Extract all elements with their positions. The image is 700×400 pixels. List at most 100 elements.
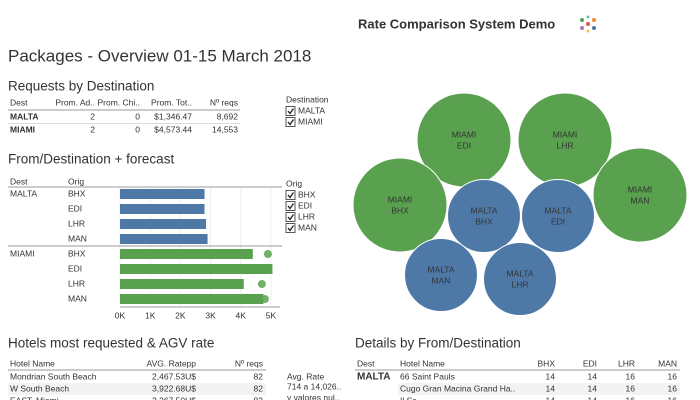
table-cell: 2,467.53U$ xyxy=(152,371,196,381)
table-cell: Mondrian South Beach xyxy=(10,371,97,381)
bubble-label: MIAMI xyxy=(553,129,578,139)
x-tick-label: 1K xyxy=(145,310,156,320)
table-cell: 2 xyxy=(90,111,95,121)
checkbox[interactable] xyxy=(285,212,296,222)
table-header: MAN xyxy=(658,358,677,368)
bar xyxy=(120,279,244,289)
bubble xyxy=(404,238,478,312)
category-label: BHX xyxy=(68,188,86,198)
table-header: Hotel Name xyxy=(400,358,445,368)
bubble xyxy=(447,179,521,253)
category-label: LHR xyxy=(68,218,85,228)
bubble-label: MIAMI xyxy=(452,129,477,139)
filter-option[interactable]: LHR xyxy=(298,211,315,221)
table-header: Dest xyxy=(10,97,28,107)
row-stripe xyxy=(398,383,680,395)
bubble-label: BHX xyxy=(475,216,493,226)
category-label: BHX xyxy=(68,248,86,258)
filter-title: Orig xyxy=(286,178,302,188)
bar xyxy=(120,249,253,259)
table-cell: 16 xyxy=(626,371,636,381)
table-cell: 2,267.50U$ xyxy=(152,395,196,400)
table-cell: MALTA xyxy=(10,111,38,121)
section-title: From/Destination + forecast xyxy=(8,152,174,167)
bubble xyxy=(592,147,688,243)
table-cell: $4,573.44 xyxy=(154,124,192,134)
bubble-label: MALTA xyxy=(544,205,571,215)
checkmark xyxy=(287,203,295,210)
column-header: Dest xyxy=(10,176,28,186)
category-label: EDI xyxy=(68,203,82,213)
table-cell: 16 xyxy=(626,383,636,393)
checkmark xyxy=(287,192,295,199)
legend-text: y valores nul.. xyxy=(287,392,339,400)
table-cell: 66 Saint Pauls xyxy=(400,371,455,381)
row-stripe xyxy=(8,383,266,395)
table-cell: 2 xyxy=(90,124,95,134)
bubble-label: EDI xyxy=(551,216,565,226)
section-title: Requests by Destination xyxy=(8,79,154,94)
category-label: MAN xyxy=(68,293,87,303)
bubble-label: MALTA xyxy=(427,264,454,274)
checkbox[interactable] xyxy=(285,117,296,127)
forecast-dot xyxy=(260,295,269,303)
x-tick-label: 5K xyxy=(266,310,277,320)
x-tick-label: 3K xyxy=(205,310,216,320)
bubble-label: MALTA xyxy=(470,205,497,215)
filter-option[interactable]: BHX xyxy=(298,189,316,199)
legend-title: Avg. Rate xyxy=(287,371,324,381)
table-cell: 14 xyxy=(546,371,556,381)
checkmark xyxy=(287,108,295,115)
table-cell: W South Beach xyxy=(10,383,69,393)
column-header: Orig xyxy=(68,176,84,186)
checkbox[interactable] xyxy=(285,106,296,116)
filter-option[interactable]: MALTA xyxy=(298,105,325,115)
checkmark xyxy=(287,225,295,232)
table-cell: 0 xyxy=(135,124,140,134)
table-header: Prom. Ad.. xyxy=(55,97,95,107)
bubble-label: LHR xyxy=(556,140,573,150)
table-cell: 16 xyxy=(668,371,678,381)
group-label: MIAMI xyxy=(10,248,35,258)
bar xyxy=(120,189,205,199)
bar xyxy=(120,264,273,274)
bar xyxy=(120,219,207,229)
table-cell: 14 xyxy=(588,395,598,400)
x-tick-label: 2K xyxy=(175,310,186,320)
bubble-label: EDI xyxy=(457,140,471,150)
table-header: AVG. Ratepp xyxy=(147,358,197,368)
section-title: Hotels most requested & AGV rate xyxy=(8,336,214,351)
legend-text: 714 a 14,026.. xyxy=(287,381,341,391)
checkbox[interactable] xyxy=(285,201,296,211)
bubble-label: MIAMI xyxy=(628,184,653,194)
category-label: MAN xyxy=(68,233,87,243)
filter-option[interactable]: EDI xyxy=(298,200,312,210)
row-group-label: MALTA xyxy=(357,372,391,383)
app-title: Rate Comparison System Demo xyxy=(358,16,555,31)
filter-option[interactable]: MAN xyxy=(298,222,317,232)
table-cell: $1,346.47 xyxy=(154,111,192,121)
forecast-dot xyxy=(257,280,266,288)
bar xyxy=(120,294,264,304)
forecast-dot xyxy=(263,250,272,258)
checkbox[interactable] xyxy=(285,190,296,200)
filter-option[interactable]: MIAMI xyxy=(298,116,323,126)
bubble-label: MAN xyxy=(631,195,650,205)
bar xyxy=(120,204,205,214)
x-tick-label: 0K xyxy=(115,310,126,320)
table-header: Prom. Tot.. xyxy=(151,97,192,107)
table-cell: Il Sa.. xyxy=(400,395,422,400)
table-header: LHR xyxy=(618,358,635,368)
table-cell: 82 xyxy=(254,383,264,393)
checkmark xyxy=(287,214,295,221)
category-label: LHR xyxy=(68,278,85,288)
section-title: Details by From/Destination xyxy=(355,336,521,351)
bubble-label: MAN xyxy=(432,275,451,285)
checkbox[interactable] xyxy=(285,223,296,233)
table-cell: EAST, Miami xyxy=(10,395,59,400)
bubble xyxy=(483,242,557,316)
table-header: Dest xyxy=(357,358,375,368)
table-cell: 14 xyxy=(546,383,556,393)
